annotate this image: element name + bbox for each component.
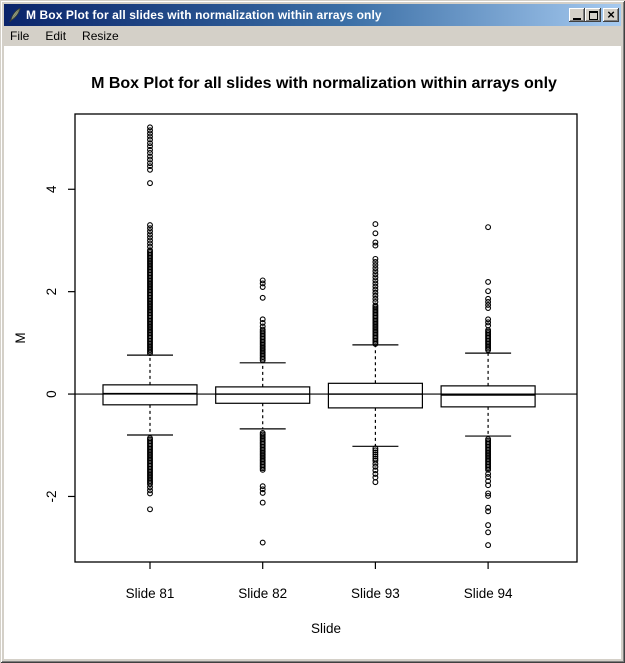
plot-client-area — [4, 46, 621, 659]
plot-canvas: M Box Plot for all slides with normaliza… — [13, 75, 578, 636]
plot-title: M Box Plot for all slides with normaliza… — [91, 75, 557, 92]
window-controls: × — [569, 8, 619, 22]
svg-text:0: 0 — [44, 390, 59, 398]
plot-frame — [74, 113, 578, 563]
boxplot-slide-82 — [215, 277, 311, 546]
svg-text:M Box Plot for all slides with: M Box Plot for all slides with normaliza… — [91, 75, 557, 92]
window-title: M Box Plot for all slides with normaliza… — [26, 8, 382, 22]
svg-text:Slide: Slide — [311, 621, 341, 636]
maximize-icon — [588, 10, 598, 20]
y-axis: -2 0 2 4 M — [13, 185, 75, 502]
svg-text:2: 2 — [44, 288, 59, 296]
menu-item-edit[interactable]: Edit — [45, 28, 67, 43]
maximize-button[interactable] — [585, 8, 601, 22]
svg-text:Slide 94: Slide 94 — [464, 586, 513, 601]
svg-text:-2: -2 — [44, 490, 59, 502]
svg-text:M: M — [13, 332, 28, 343]
menu-item-file[interactable]: File — [10, 28, 30, 43]
boxplot-slide-94 — [440, 224, 536, 549]
title-bar[interactable]: M Box Plot for all slides with normaliza… — [4, 4, 621, 26]
outliers-slide-94 — [485, 224, 492, 549]
svg-text:Slide 81: Slide 81 — [126, 586, 175, 601]
boxplot-slide-93 — [327, 221, 423, 486]
outliers-slide-82 — [259, 277, 266, 546]
minimize-icon — [573, 17, 581, 20]
boxplot-slide-81 — [102, 124, 198, 513]
outliers-slide-93 — [372, 221, 379, 486]
svg-text:Slide 93: Slide 93 — [351, 586, 400, 601]
minimize-button[interactable] — [569, 8, 585, 22]
menu-item-resize[interactable]: Resize — [82, 28, 119, 43]
close-icon: × — [607, 6, 615, 22]
close-button[interactable]: × — [603, 8, 619, 22]
x-axis: Slide 81 Slide 82 Slide 93 Slide 94 Slide — [126, 562, 513, 636]
svg-text:4: 4 — [44, 185, 59, 193]
menu-bar: File Edit Resize — [4, 26, 621, 46]
outliers-slide-81 — [147, 124, 153, 513]
quill-feather-icon — [9, 7, 21, 23]
svg-text:Slide 82: Slide 82 — [238, 586, 287, 601]
